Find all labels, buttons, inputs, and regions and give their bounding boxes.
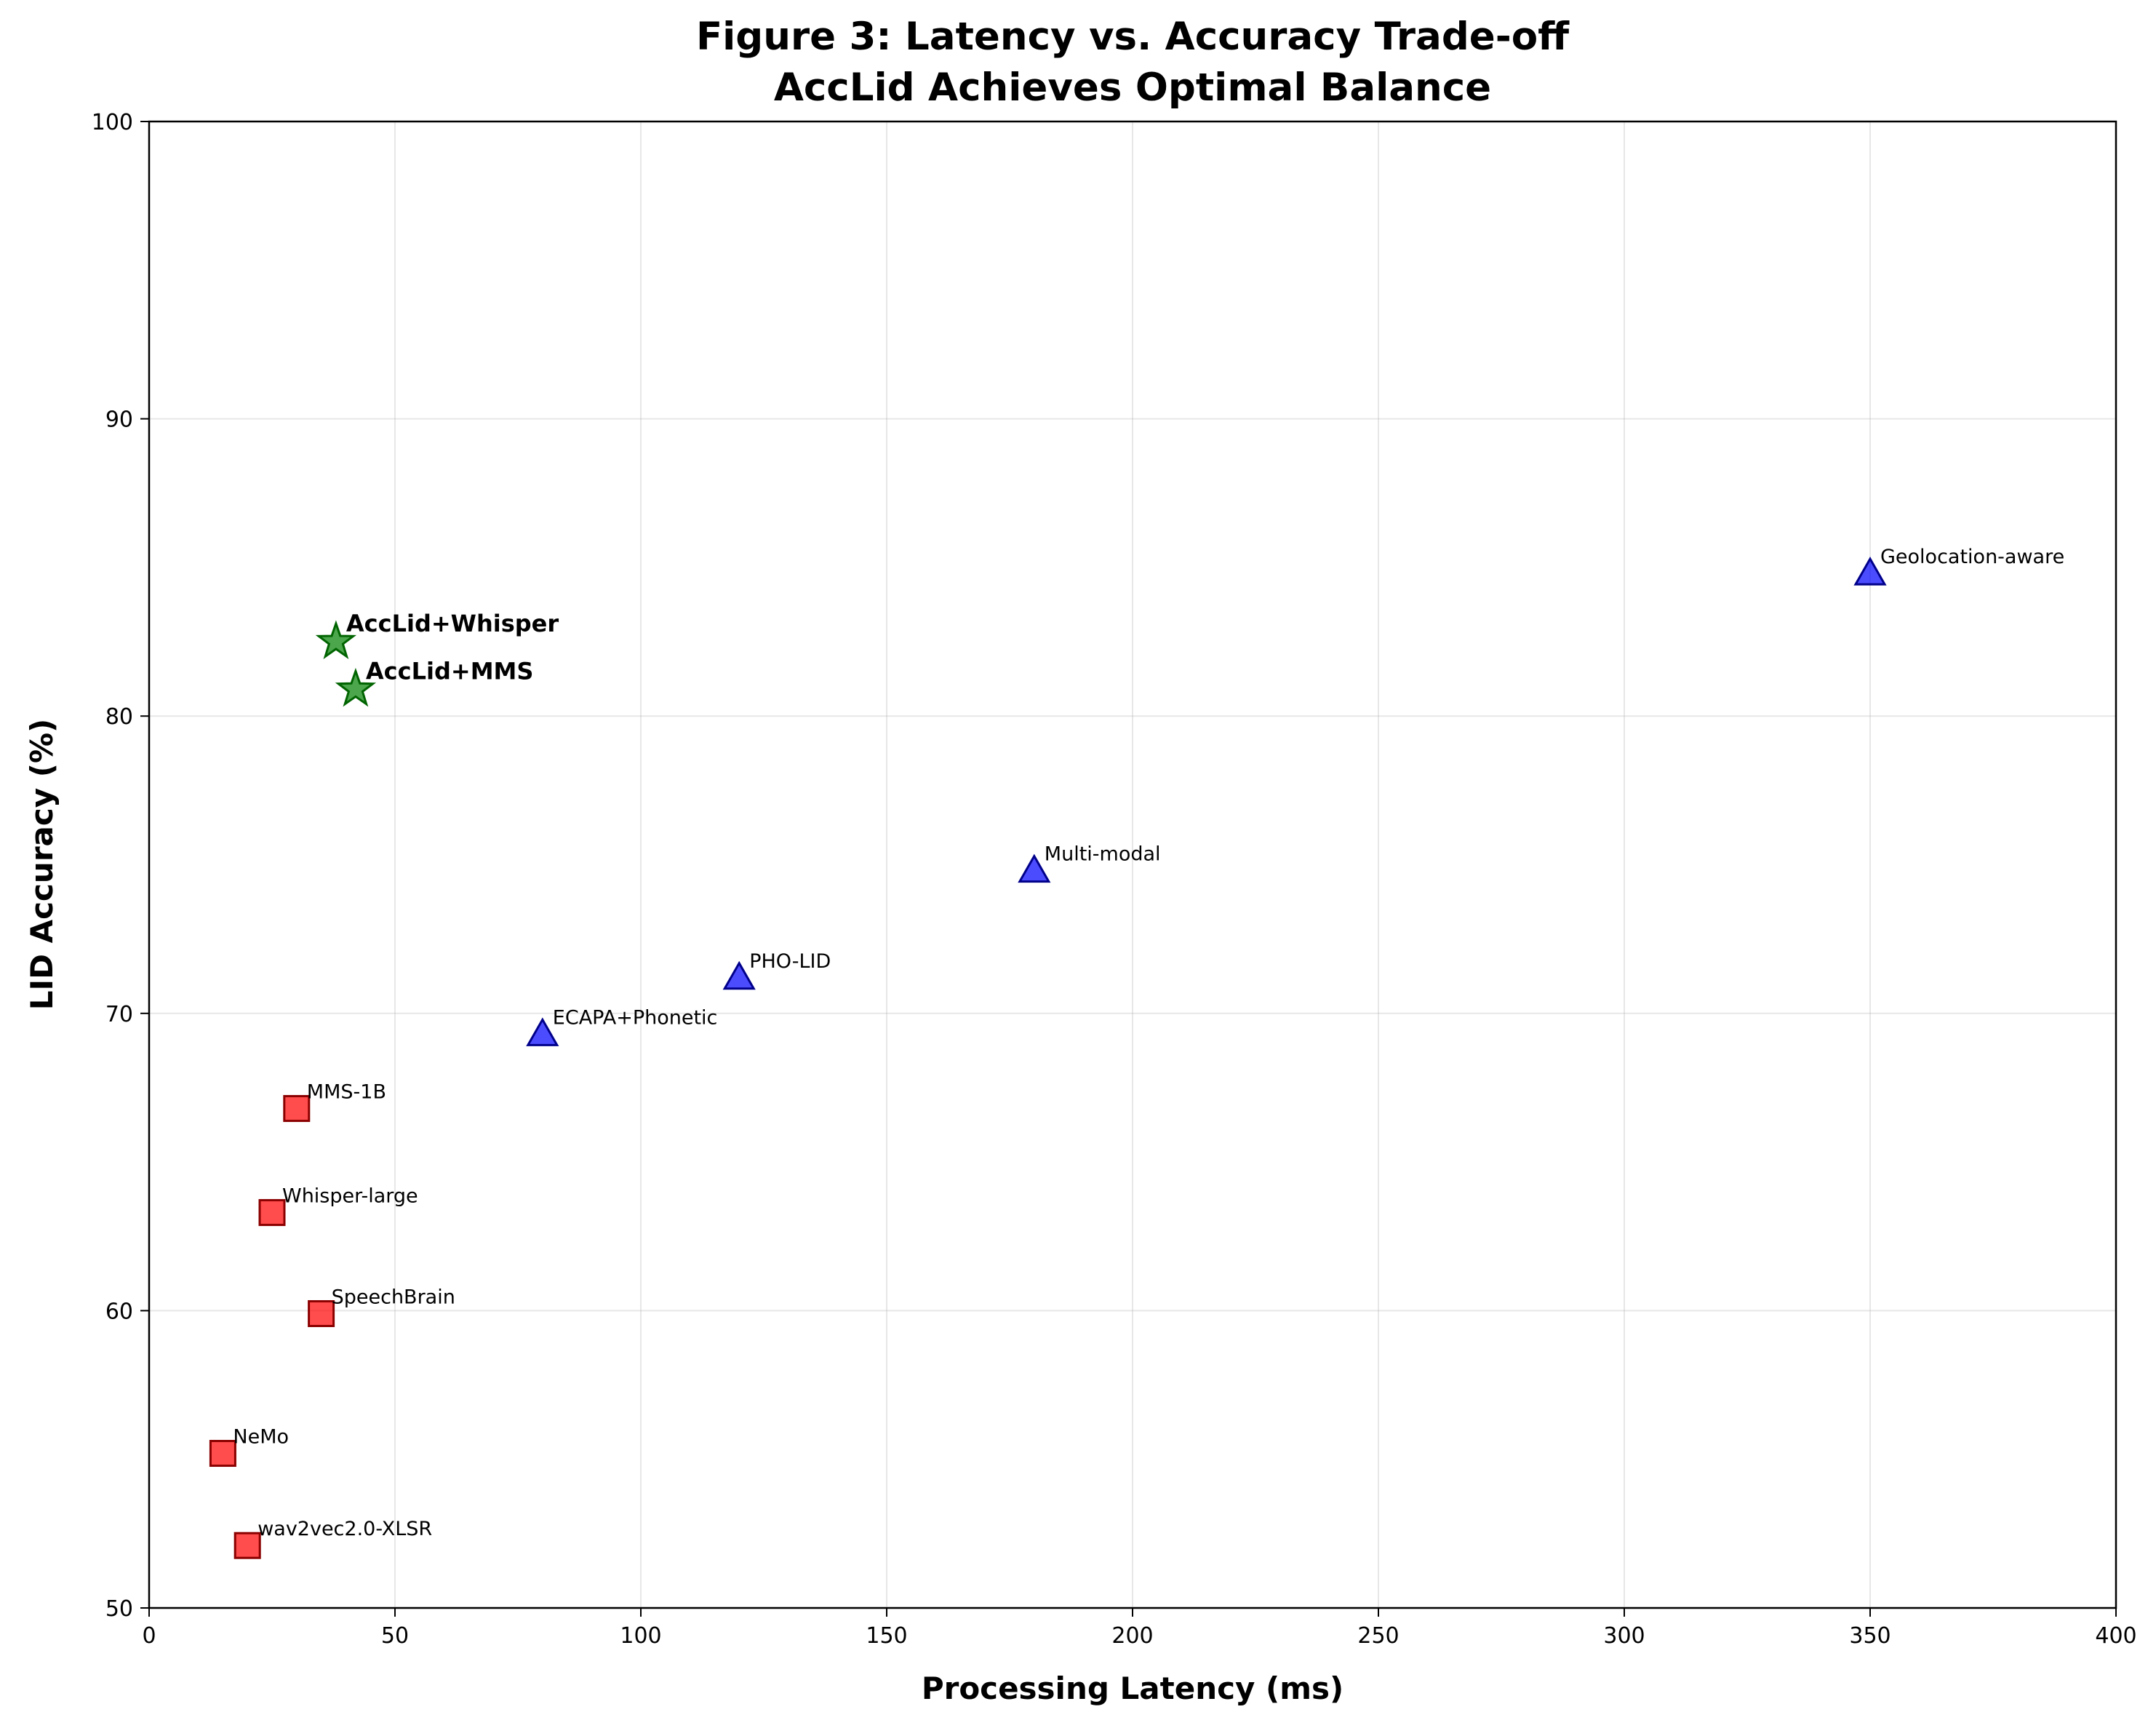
triangle-marker [1018,853,1051,883]
star-marker [335,667,377,707]
chart-subtitle: AccLid Achieves Optimal Balance [774,65,1491,110]
plot-frame [148,120,2117,1609]
square-marker [308,1299,335,1327]
x-tick-label: 150 [866,1623,907,1649]
x-tick-label: 200 [1111,1623,1153,1649]
triangle-marker [526,1017,559,1046]
grid-lines [148,121,2117,1609]
point-label: AccLid+Whisper [346,610,559,637]
square-marker [233,1532,261,1559]
data-points: MMS-1B Whisper-large SpeechBrain NeMo wav2ve… [209,546,2064,1559]
triangle-marker [1853,557,1887,586]
point-label: Geolocation-aware [1880,546,2064,568]
square-marker [283,1095,311,1123]
point-label: NeMo [233,1426,289,1449]
x-tick-label: 400 [2095,1623,2136,1649]
x-tick-label: 250 [1357,1623,1399,1649]
triangle-marker [722,960,756,990]
x-tick-label: 300 [1603,1623,1645,1649]
chart-title: Figure 3: Latency vs. Accuracy Trade-off [696,15,1570,59]
point-label: AccLid+MMS [366,657,534,685]
point-label: PHO-LID [749,950,831,973]
point-label: ECAPA+Phonetic [553,1006,718,1029]
square-marker [258,1199,286,1227]
point-label: Multi-modal [1045,843,1161,866]
y-axis-label: LID Accuracy (%) [24,719,60,1011]
square-marker [209,1440,236,1468]
x-axis-label: Processing Latency (ms) [922,1671,1343,1706]
y-tick-label: 60 [105,1299,133,1324]
star-marker [315,620,357,660]
y-tick-label: 90 [105,407,133,433]
x-tick-label: 350 [1849,1623,1891,1649]
x-tick-label: 100 [620,1623,661,1649]
point-label: Whisper-large [282,1185,418,1208]
y-tick-label: 100 [92,110,133,135]
point-label: wav2vec2.0-XLSR [257,1518,432,1540]
x-tick-label: 0 [142,1623,156,1649]
y-tick-label: 70 [105,1002,133,1027]
point-label: SpeechBrain [332,1286,455,1308]
x-tick-label: 50 [381,1623,409,1649]
y-tick-label: 80 [105,704,133,730]
y-tick-label: 50 [105,1596,133,1622]
point-label: MMS-1B [307,1081,386,1104]
axis-ticks: 0 50 100 150 200 250 300 350 400 50 60 70 80 90 100 [92,110,2137,1649]
